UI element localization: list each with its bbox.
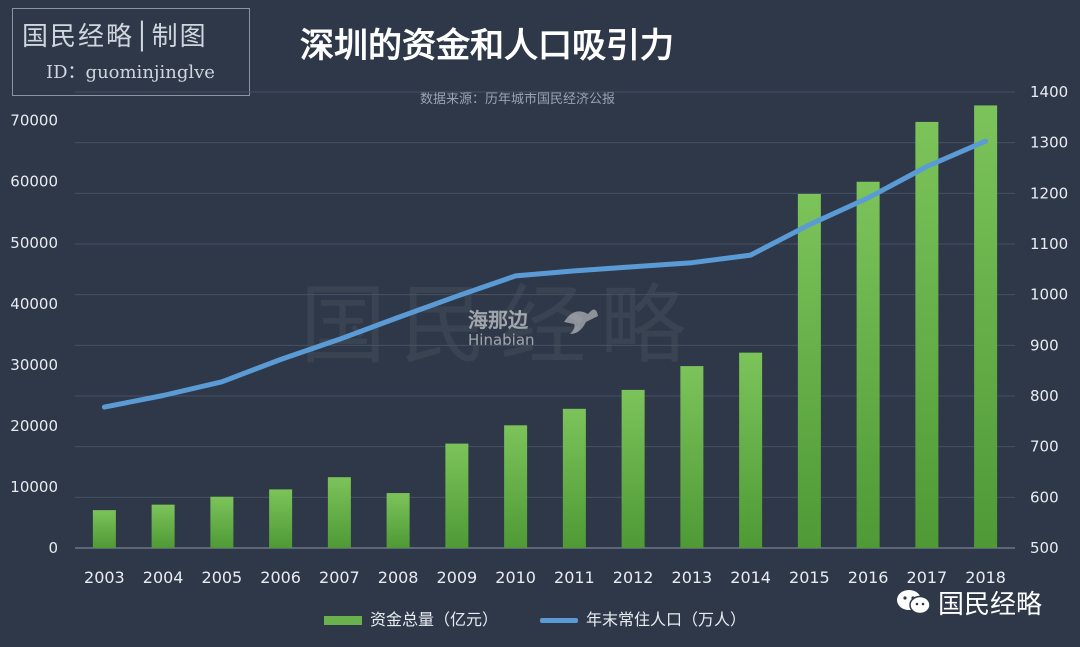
x-tick-label: 2005 [202, 568, 243, 587]
bird-icon [564, 309, 598, 334]
watermark-partner-cn: 海那边 [468, 308, 528, 332]
bar-2014 [739, 352, 763, 548]
population-line [101, 138, 989, 410]
bar-2012 [621, 389, 645, 548]
legend-line-swatch [540, 618, 578, 623]
x-tick-label: 2016 [848, 568, 889, 587]
right-tick-label: 900 [1030, 336, 1059, 354]
chart-subtitle: 数据来源：历年城市国民经济公报 [420, 92, 616, 107]
legend-line-label: 年末常住人口（万人） [586, 610, 747, 629]
bar-series [92, 105, 998, 549]
legend-bar-label: 资金总量（亿元） [370, 610, 499, 629]
x-tick-label: 2003 [84, 568, 125, 587]
right-tick-label: 700 [1030, 438, 1059, 456]
x-tick-label: 2013 [672, 568, 713, 587]
bar-2010 [504, 425, 528, 548]
left-tick-label: 70000 [10, 112, 58, 130]
x-tick-label: 2010 [495, 568, 536, 587]
watermark-partner-en: Hinabian [468, 331, 535, 349]
x-tick-label: 2012 [613, 568, 654, 587]
chart-title: 深圳的资金和人口吸引力 [300, 26, 674, 66]
right-tick-label: 800 [1030, 387, 1059, 405]
bar-2006 [269, 489, 293, 548]
x-tick-label: 2015 [789, 568, 830, 587]
right-tick-label: 1300 [1030, 134, 1068, 152]
left-tick-label: 20000 [10, 417, 58, 435]
x-tick-label: 2011 [554, 568, 595, 587]
left-tick-label: 60000 [10, 173, 58, 191]
bar-2008 [386, 493, 410, 548]
x-tick-label: 2017 [907, 568, 948, 587]
right-tick-label: 1000 [1030, 286, 1068, 304]
brand-title: 国民经略│制图 [22, 22, 208, 52]
bar-2015 [797, 193, 821, 548]
bar-2016 [856, 181, 880, 549]
left-tick-label: 10000 [10, 478, 58, 496]
right-tick-label: 500 [1030, 539, 1059, 557]
wechat-icon [897, 590, 931, 615]
right-tick-label: 600 [1030, 488, 1059, 506]
x-tick-label: 2018 [965, 568, 1006, 587]
left-tick-label: 50000 [10, 234, 58, 252]
x-tick-label: 2007 [319, 568, 360, 587]
left-tick-label: 0 [48, 539, 58, 557]
bar-2011 [562, 408, 586, 548]
x-tick-label: 2014 [730, 568, 771, 587]
x-tick-label: 2006 [260, 568, 301, 587]
bar-2009 [445, 443, 469, 548]
brand-id: ID：guominjinglve [46, 62, 215, 83]
bar-2017 [915, 121, 939, 548]
x-tick-label: 2008 [378, 568, 419, 587]
bar-2013 [680, 366, 704, 548]
wechat-account: 国民经略 [938, 590, 1043, 620]
bar-2003 [92, 510, 116, 548]
watermark-partner: 海那边 Hinabian [468, 304, 535, 349]
legend-bar-swatch [324, 616, 362, 625]
bar-2018 [974, 105, 998, 548]
x-tick-label: 2009 [437, 568, 478, 587]
left-tick-label: 30000 [10, 356, 58, 374]
bar-2007 [327, 477, 351, 548]
watermark-main: 国民经略 [300, 276, 700, 376]
brand-box [12, 8, 250, 96]
axis-ticks: 500 600 700 800 900 1000 1100 1200 1300 1400 0 1000… [10, 83, 1068, 587]
left-tick-label: 40000 [10, 295, 58, 313]
right-tick-label: 1100 [1030, 235, 1068, 253]
bar-2005 [210, 496, 234, 548]
x-tick-label: 2004 [143, 568, 184, 587]
bar-2004 [151, 504, 175, 548]
right-tick-label: 1400 [1030, 83, 1068, 101]
right-tick-label: 1200 [1030, 184, 1068, 202]
